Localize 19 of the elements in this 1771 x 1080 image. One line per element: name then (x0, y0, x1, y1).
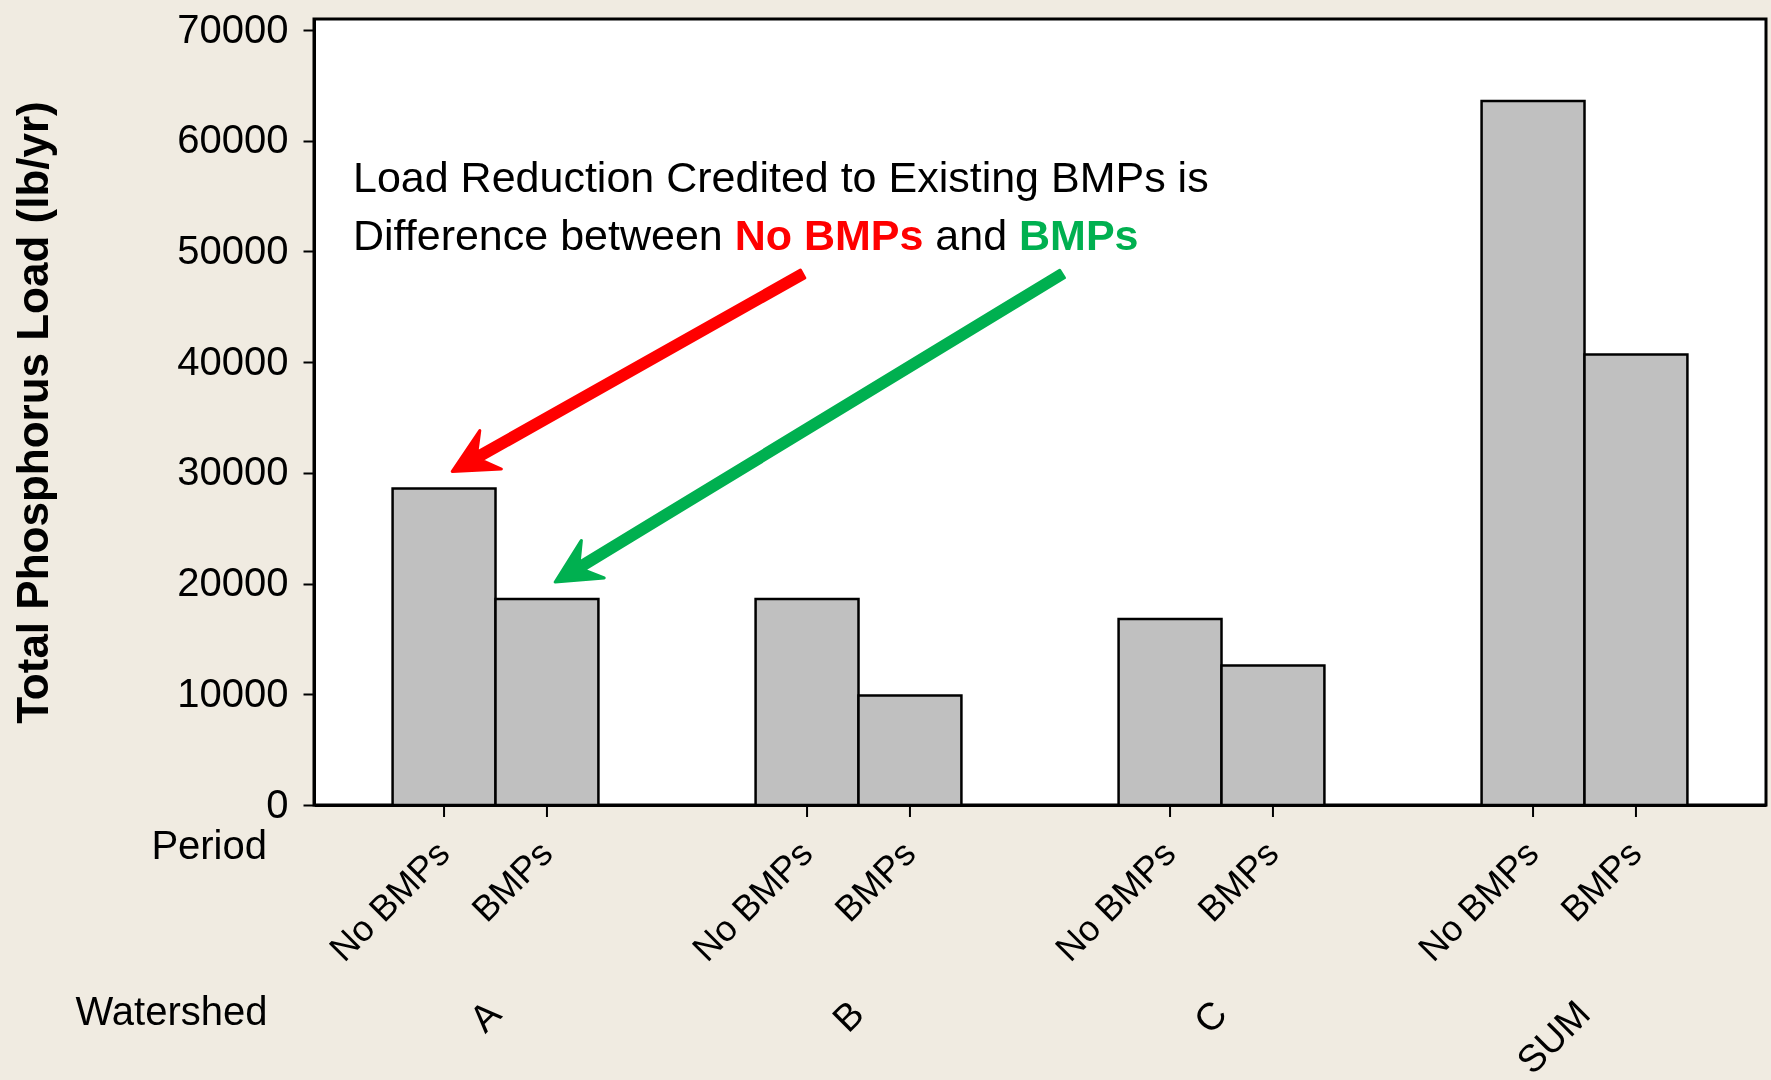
x-tick-label: B (824, 992, 872, 1040)
y-tick-label: 60000 (177, 117, 289, 162)
annotation: and (935, 211, 1008, 259)
x-axis-title: Watershed (75, 988, 268, 1033)
legend-title: Period (151, 823, 267, 867)
y-tick-label: 0 (266, 781, 289, 826)
x-tick-label: C (1185, 992, 1235, 1042)
y-axis-title: Total Phosphorus Load (lb/yr) (7, 101, 57, 724)
x-tick-label: A (461, 991, 510, 1040)
annotation: No BMPs (734, 211, 924, 259)
annotation: Load Reduction Credited to Existing BMPs is (353, 153, 1209, 201)
annotation: Difference between (353, 211, 723, 259)
y-tick-label: 10000 (177, 670, 289, 715)
y-tick-label: 70000 (177, 6, 289, 51)
y-tick-label: 40000 (177, 338, 289, 383)
annotation: BMPs (1019, 211, 1139, 259)
y-tick-label: 30000 (177, 449, 289, 494)
y-tick-label: 20000 (177, 560, 289, 605)
y-tick-label: 50000 (177, 227, 289, 272)
